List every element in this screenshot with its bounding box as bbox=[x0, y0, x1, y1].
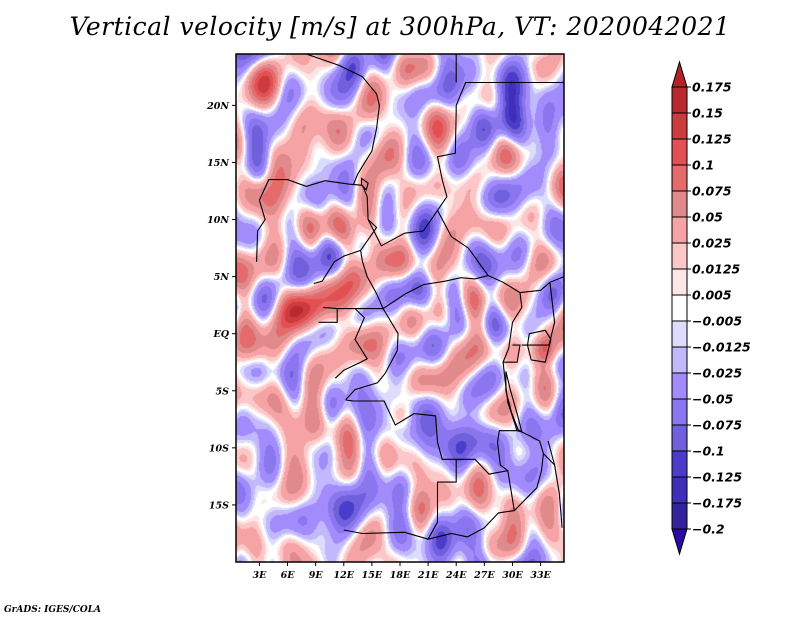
colorbar-label: −0.1 bbox=[692, 444, 725, 459]
colorbar-swatch bbox=[671, 242, 688, 270]
country-border bbox=[367, 105, 457, 247]
country-border bbox=[503, 344, 521, 363]
colorbar-extend-max bbox=[671, 60, 688, 88]
country-borders bbox=[256, 54, 564, 541]
y-tick-label: EQ bbox=[212, 329, 229, 340]
colorbar: 0.175 0.15 0.125 0.1 0.075 0.05 0.025 0.0125 0.0… bbox=[671, 60, 751, 556]
colorbar-extend-min bbox=[671, 528, 688, 556]
colorbar-label: 0.005 bbox=[692, 288, 732, 303]
colorbar-swatch bbox=[671, 216, 688, 244]
y-tick-label: 20N bbox=[206, 101, 229, 112]
colorbar-swatch bbox=[671, 320, 688, 348]
x-tick-label: 15E bbox=[362, 570, 383, 581]
country-border bbox=[258, 179, 363, 201]
country-border bbox=[343, 529, 429, 540]
x-tick-label: 6E bbox=[281, 570, 296, 581]
lake-outline bbox=[526, 329, 552, 363]
colorbar-swatch bbox=[671, 294, 688, 322]
colorbar-label: −0.005 bbox=[692, 314, 742, 329]
x-tick-label: 9E bbox=[309, 570, 324, 581]
x-axis: 3E 6E 9E 12E 15E 18E 21E 24E 27E 30E 33E bbox=[252, 562, 552, 581]
chart-title: Vertical velocity [m/s] at 300hPa, VT: 2… bbox=[69, 12, 731, 41]
colorbar-swatch bbox=[671, 86, 688, 114]
colorbar-label: −0.0125 bbox=[692, 340, 751, 355]
x-tick-label: 18E bbox=[390, 570, 411, 581]
colorbar-swatch bbox=[671, 346, 688, 374]
colorbar-label: 0.05 bbox=[692, 210, 723, 225]
colorbar-label: −0.05 bbox=[692, 392, 734, 407]
x-tick-label: 12E bbox=[334, 570, 355, 581]
colorbar-label: 0.075 bbox=[692, 184, 732, 199]
colorbar-label: −0.025 bbox=[692, 366, 742, 381]
country-border bbox=[360, 210, 490, 310]
country-border bbox=[521, 282, 556, 346]
colorbar-label: 0.025 bbox=[692, 236, 732, 251]
colorbar-swatch bbox=[671, 164, 688, 192]
colorbar-swatch bbox=[671, 112, 688, 140]
country-border bbox=[318, 308, 338, 323]
lake-outline bbox=[505, 371, 523, 434]
country-border bbox=[345, 399, 468, 541]
country-border bbox=[306, 54, 380, 186]
x-tick-label: 27E bbox=[473, 570, 495, 581]
y-tick-label: 10S bbox=[209, 443, 229, 454]
colorbar-label: −0.125 bbox=[692, 470, 742, 485]
colorbar-label: 0.175 bbox=[692, 80, 732, 95]
y-tick-label: 5S bbox=[216, 386, 230, 397]
colorbar-swatch bbox=[671, 190, 688, 218]
y-tick-label: 15N bbox=[207, 158, 229, 169]
colorbar-swatch bbox=[671, 268, 688, 296]
lake-outline bbox=[361, 177, 369, 191]
colorbar-label: 0.125 bbox=[692, 132, 732, 147]
plot-frame bbox=[235, 53, 565, 563]
country-border bbox=[543, 453, 563, 528]
x-tick-label: 21E bbox=[417, 570, 439, 581]
colorbar-label: −0.075 bbox=[692, 418, 742, 433]
colorbar-swatch bbox=[671, 450, 688, 478]
x-tick-label: 33E bbox=[530, 570, 551, 581]
colorbar-label: 0.1 bbox=[692, 158, 714, 173]
y-tick-label: 10N bbox=[207, 215, 229, 226]
colorbar-swatch bbox=[671, 502, 688, 530]
country-border bbox=[455, 81, 564, 106]
country-border bbox=[313, 185, 378, 285]
country-border bbox=[323, 306, 384, 310]
country-border bbox=[519, 276, 564, 294]
country-border bbox=[345, 308, 399, 401]
colorbar-swatch bbox=[671, 398, 688, 426]
y-tick-label: 15S bbox=[209, 500, 229, 511]
y-axis: 20N 15N 10N 5N EQ 5S 10S 15S bbox=[206, 101, 236, 511]
country-border bbox=[456, 274, 523, 475]
colorbar-swatch bbox=[671, 138, 688, 166]
grads-credit: GrADS: IGES/COLA bbox=[4, 605, 102, 615]
colorbar-label: −0.2 bbox=[692, 522, 725, 537]
x-tick-label: 30E bbox=[502, 570, 523, 581]
colorbar-label: −0.175 bbox=[692, 496, 742, 511]
colorbar-label: 0.15 bbox=[692, 106, 723, 121]
colorbar-swatch bbox=[671, 372, 688, 400]
colorbar-label: 0.0125 bbox=[692, 262, 741, 277]
country-border bbox=[547, 440, 556, 466]
country-border bbox=[334, 308, 368, 379]
country-border bbox=[467, 430, 544, 538]
colorbar-swatch bbox=[671, 476, 688, 504]
country-border bbox=[507, 470, 515, 511]
x-tick-label: 3E bbox=[252, 570, 267, 581]
y-tick-label: 5N bbox=[214, 272, 230, 283]
x-tick-label: 24E bbox=[445, 570, 467, 581]
country-border bbox=[256, 199, 266, 262]
colorbar-swatch bbox=[671, 424, 688, 452]
